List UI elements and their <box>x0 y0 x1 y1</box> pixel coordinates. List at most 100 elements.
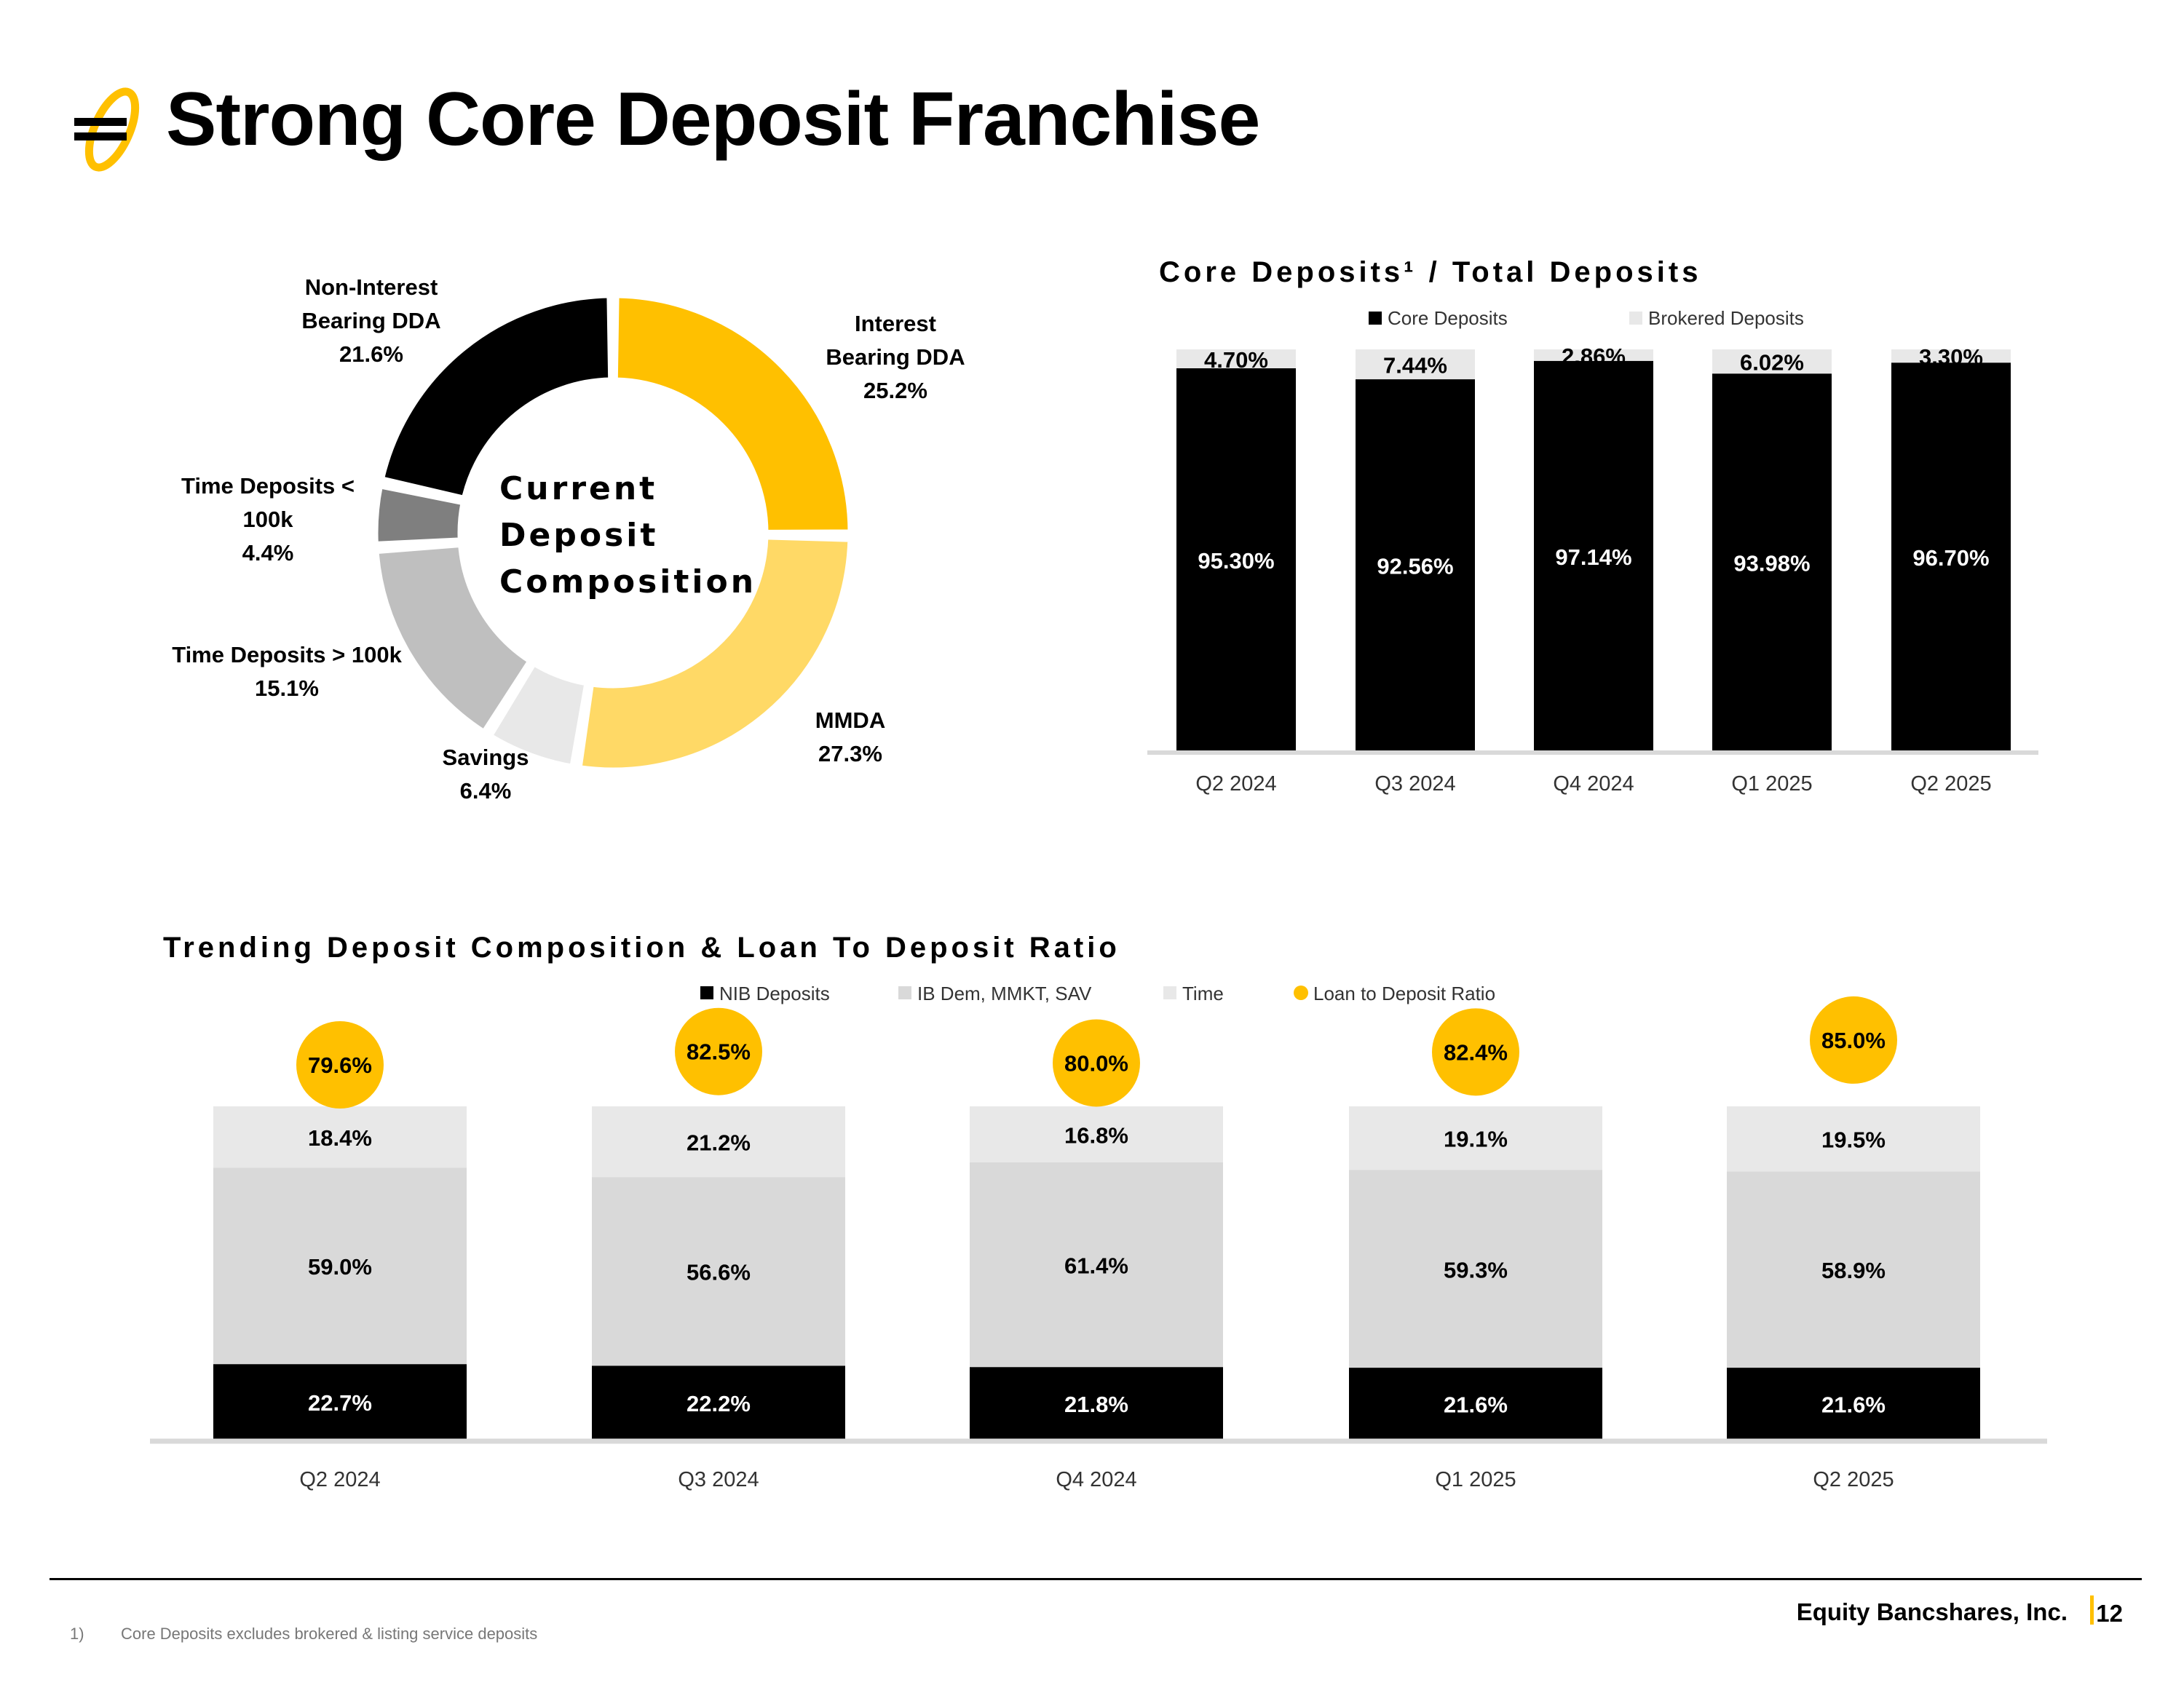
donut-label: 100k <box>243 507 294 532</box>
bar-segment <box>213 1106 467 1168</box>
data-label-core: 95.30% <box>1198 548 1274 574</box>
bar-segment <box>970 1106 1223 1162</box>
bar-segment <box>592 1106 845 1178</box>
ltd-label: 79.6% <box>308 1052 372 1078</box>
data-label-segment: 59.0% <box>308 1254 372 1280</box>
ltd-marker <box>296 1020 384 1109</box>
donut-slice <box>379 293 614 501</box>
bar-segment <box>1349 1106 1602 1170</box>
data-label-brokered: 7.44% <box>1383 353 1447 378</box>
donut-label: 4.4% <box>242 540 294 566</box>
bar-segment <box>970 1367 1223 1440</box>
donut-label: Time Deposits < <box>181 473 355 499</box>
data-label-segment: 21.6% <box>1821 1392 1886 1418</box>
bar-segment <box>1727 1171 1980 1368</box>
ltd-label: 85.0% <box>1821 1028 1886 1053</box>
legend-label-trend: Time <box>1182 983 1224 1004</box>
bar-segment <box>592 1177 845 1366</box>
legend-label-core: Core Deposits <box>1388 307 1508 329</box>
x-tick-label: Q2 2025 <box>1813 1468 1894 1491</box>
core-deposits-chart-title: Core Deposits¹ / Total Deposits <box>1159 256 1702 288</box>
data-label-core: 96.70% <box>1912 545 1989 571</box>
x-tick-label: Q3 2024 <box>1374 772 1455 796</box>
trend-chart-title: Trending Deposit Composition & Loan To D… <box>163 932 1120 964</box>
data-label-segment: 58.9% <box>1821 1258 1886 1283</box>
data-label-brokered: 2.86% <box>1562 344 1626 369</box>
bar-segment <box>213 1167 467 1365</box>
footnote-text: Core Deposits excludes brokered & listin… <box>121 1625 538 1643</box>
ltd-label: 82.4% <box>1444 1039 1508 1065</box>
donut-label: 25.2% <box>863 378 927 403</box>
legend-label-trend: Loan to Deposit Ratio <box>1313 983 1495 1004</box>
ltd-marker <box>1053 1019 1140 1107</box>
data-label-core: 92.56% <box>1377 554 1453 579</box>
bar-core <box>1534 360 1653 751</box>
bar-segment <box>1349 1170 1602 1368</box>
donut-center-text: Deposit <box>499 517 658 554</box>
donut-slice <box>373 542 534 736</box>
bar-core <box>1712 373 1832 751</box>
bar-brokered <box>1891 349 2011 363</box>
bar-brokered <box>1356 349 1475 380</box>
donut-label: 6.4% <box>460 778 512 804</box>
page-number: 12 <box>2096 1600 2123 1627</box>
data-label-brokered: 3.30% <box>1919 344 1983 370</box>
legend-swatch-trend <box>700 986 713 999</box>
footer-divider <box>50 1578 2142 1580</box>
donut-center-text: Current <box>499 470 657 507</box>
donut-label: Time Deposits > 100k <box>172 642 402 667</box>
ltd-marker <box>1432 1008 1519 1096</box>
legend-swatch-core <box>1369 312 1382 325</box>
donut-center-text: Composition <box>499 563 756 600</box>
donut-label: MMDA <box>815 707 885 733</box>
data-label-segment: 16.8% <box>1064 1122 1128 1148</box>
bar-brokered <box>1176 349 1296 368</box>
donut-label: 21.6% <box>339 341 403 367</box>
legend-label-trend: NIB Deposits <box>719 983 830 1004</box>
data-label-core: 97.14% <box>1555 544 1631 570</box>
legend-label-brokered: Brokered Deposits <box>1648 307 1804 329</box>
bar-segment <box>970 1162 1223 1368</box>
x-tick-label: Q2 2025 <box>1910 772 1991 796</box>
legend-swatch-trend <box>1294 986 1308 1000</box>
donut-label: Non-Interest <box>305 274 438 300</box>
data-label-brokered: 4.70% <box>1204 347 1268 373</box>
ltd-label: 80.0% <box>1064 1050 1128 1076</box>
donut-slice <box>373 483 467 547</box>
data-label-segment: 22.2% <box>687 1391 751 1416</box>
data-label-segment: 21.8% <box>1064 1392 1128 1417</box>
donut-label: Interest <box>855 311 936 336</box>
bar-core <box>1356 379 1475 751</box>
legend-label-trend: IB Dem, MMKT, SAV <box>917 983 1092 1004</box>
footer-separator <box>2090 1595 2094 1625</box>
data-label-segment: 19.5% <box>1821 1127 1886 1153</box>
core-deposits-chart: Core Deposits Brokered Deposits 95.30% 4.70… <box>1147 307 2038 796</box>
x-tick-label: Q4 2024 <box>1553 772 1634 796</box>
bar-segment <box>213 1364 467 1440</box>
donut-slice <box>577 534 853 773</box>
donut-label: 27.3% <box>818 741 882 766</box>
x-tick-label: Q1 2025 <box>1731 772 1812 796</box>
bar-core <box>1176 368 1296 752</box>
page-title: Strong Core Deposit Franchise <box>166 77 1260 162</box>
data-label-segment: 61.4% <box>1064 1253 1128 1279</box>
bar-segment <box>1349 1368 1602 1440</box>
data-label-core: 93.98% <box>1733 551 1810 576</box>
legend-swatch-trend <box>1163 986 1176 999</box>
bar-segment <box>1727 1106 1980 1172</box>
ltd-marker <box>1810 996 1897 1084</box>
footnote: 1) Core Deposits excludes brokered & list… <box>70 1625 537 1644</box>
data-label-segment: 22.7% <box>308 1390 372 1416</box>
legend-swatch-brokered <box>1629 312 1642 325</box>
data-label-segment: 21.6% <box>1444 1392 1508 1418</box>
x-tick-label: Q1 2025 <box>1435 1468 1516 1491</box>
data-label-segment: 19.1% <box>1444 1127 1508 1152</box>
x-tick-label: Q2 2024 <box>299 1468 380 1491</box>
trend-deposit-chart: NIB Deposits IB Dem, MMKT, SAV Time Loan to… <box>150 983 2047 1491</box>
footnote-number: 1) <box>70 1625 84 1643</box>
deposit-composition-donut: Interest Bearing DDA 25.2% MMDA 27.3% Savings… <box>172 274 965 804</box>
data-label-segment: 56.6% <box>687 1260 751 1285</box>
data-label-brokered: 6.02% <box>1740 350 1804 376</box>
donut-label: Bearing DDA <box>826 344 965 370</box>
data-label-segment: 18.4% <box>308 1125 372 1151</box>
